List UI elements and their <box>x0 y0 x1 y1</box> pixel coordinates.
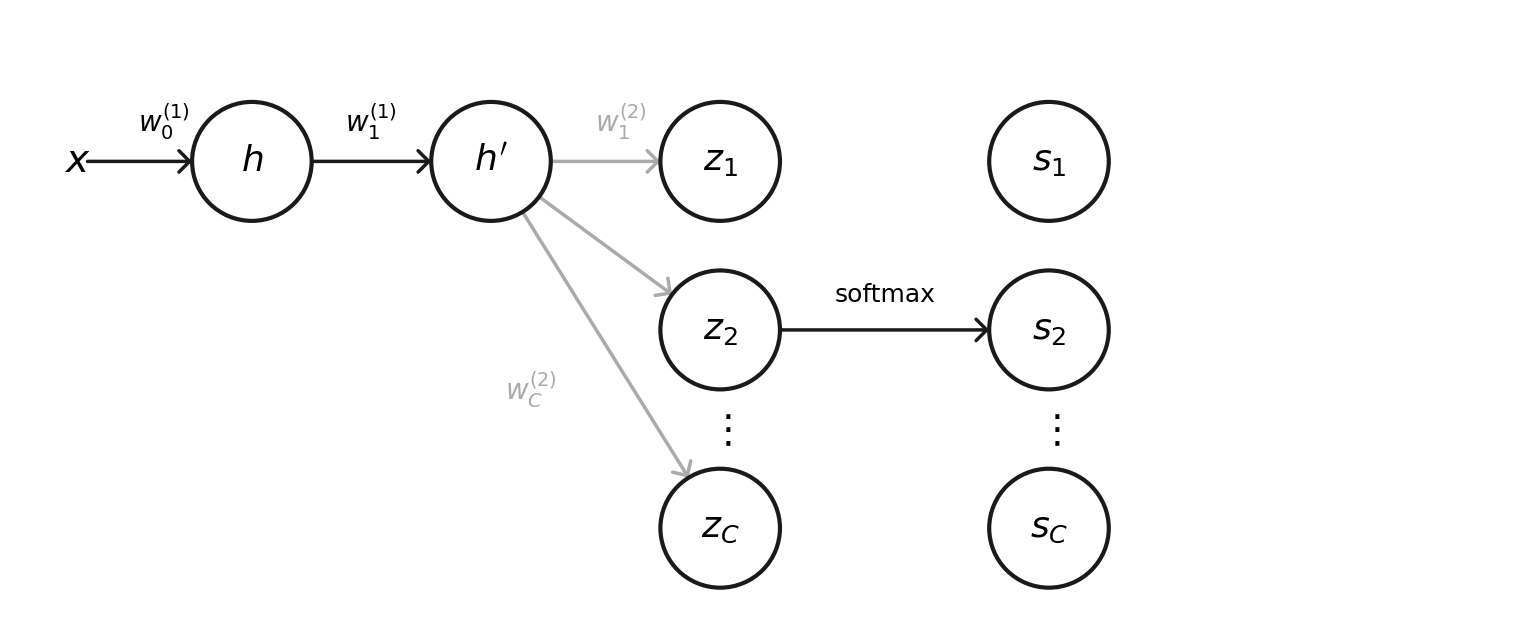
Text: $z_1$: $z_1$ <box>702 145 738 178</box>
Text: $s_2$: $s_2$ <box>1032 313 1066 347</box>
Text: $w_0^{(1)}$: $w_0^{(1)}$ <box>139 102 189 142</box>
Text: $\vdots$: $\vdots$ <box>1038 412 1061 450</box>
Text: $z_2$: $z_2$ <box>702 313 738 347</box>
Text: $w_1^{(1)}$: $w_1^{(1)}$ <box>345 102 397 142</box>
Text: softmax: softmax <box>835 283 935 307</box>
Text: $s_C$: $s_C$ <box>1030 511 1069 545</box>
Text: $z_C$: $z_C$ <box>701 511 739 545</box>
Text: $h$: $h$ <box>240 145 263 178</box>
Text: $s_1$: $s_1$ <box>1032 145 1066 178</box>
Text: $h'$: $h'$ <box>474 145 508 178</box>
Text: $x$: $x$ <box>65 142 91 181</box>
Text: $w_1^{(2)}$: $w_1^{(2)}$ <box>594 102 647 142</box>
Text: $w_C^{(2)}$: $w_C^{(2)}$ <box>505 369 557 410</box>
Text: $\vdots$: $\vdots$ <box>708 412 731 450</box>
